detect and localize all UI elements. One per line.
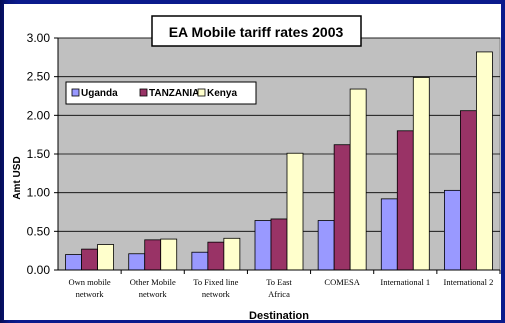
bar-tanzania-4 xyxy=(333,144,351,271)
legend-box xyxy=(65,81,257,105)
legend-label-tanzania: TANZANIA xyxy=(149,88,199,99)
bar-uganda-1 xyxy=(128,253,146,271)
y-tick-label: 3.00 xyxy=(27,31,51,45)
bar-uganda-6 xyxy=(444,189,461,271)
x-tick-label: To Fixed line xyxy=(193,277,238,287)
y-tick-label: 0.50 xyxy=(27,224,51,238)
y-tick-label: 1.00 xyxy=(27,186,51,200)
x-tick-label: Own mobile xyxy=(68,277,110,287)
chart-title: EA Mobile tariff rates 2003 xyxy=(169,24,344,40)
y-axis-ticks: 0.00 0.50 1.00 1.50 2.00 2.50 3.00 xyxy=(27,31,58,277)
bar-tanzania-3 xyxy=(270,218,288,271)
y-axis-label: Amt USD xyxy=(12,156,23,199)
x-tick-label: network xyxy=(76,289,105,299)
bar-uganda-4 xyxy=(317,220,335,271)
bar-kenya-3 xyxy=(286,152,304,271)
x-tick-label: COMESA xyxy=(324,277,360,287)
bar-uganda-0 xyxy=(65,254,82,271)
x-tick-label: To East xyxy=(266,277,292,287)
legend-swatch-tanzania xyxy=(139,88,148,97)
bar-tanzania-5 xyxy=(396,130,414,271)
x-tick-label: network xyxy=(202,289,231,299)
bar-kenya-2 xyxy=(223,237,241,271)
bar-kenya-6 xyxy=(476,51,493,271)
x-tick-label: Africa xyxy=(268,289,290,299)
legend-swatch-kenya xyxy=(197,88,206,97)
x-axis-label: Destination xyxy=(249,310,309,322)
x-tick-label: network xyxy=(139,289,168,299)
bar-kenya-0 xyxy=(97,244,114,271)
x-tick-label: International 1 xyxy=(380,277,430,287)
bar-tanzania-2 xyxy=(207,241,225,271)
x-tick-label: Other Mobile xyxy=(130,277,176,287)
bar-uganda-2 xyxy=(191,251,209,271)
bar-kenya-1 xyxy=(160,238,178,271)
y-tick-label: 2.00 xyxy=(27,108,51,122)
legend: Uganda TANZANIA Kenya xyxy=(65,81,257,105)
legend-label-kenya: Kenya xyxy=(207,88,237,99)
bar-tanzania-6 xyxy=(460,110,477,271)
y-tick-label: 2.50 xyxy=(27,70,51,84)
bar-uganda-3 xyxy=(254,220,272,271)
bar-tanzania-1 xyxy=(144,239,162,271)
y-tick-label: 1.50 xyxy=(27,147,51,161)
bar-tanzania-0 xyxy=(81,248,98,271)
bar-uganda-5 xyxy=(380,198,398,271)
y-tick-label: 0.00 xyxy=(27,263,51,277)
bar-kenya-4 xyxy=(349,88,367,271)
chart-title-box: EA Mobile tariff rates 2003 xyxy=(151,15,362,47)
x-tick-label: International 2 xyxy=(444,277,494,287)
bar-kenya-5 xyxy=(412,77,430,271)
legend-label-uganda: Uganda xyxy=(81,88,118,99)
x-axis-ticks: Own mobile network Other Mobile network To F… xyxy=(68,270,501,299)
legend-swatch-uganda xyxy=(71,88,80,97)
